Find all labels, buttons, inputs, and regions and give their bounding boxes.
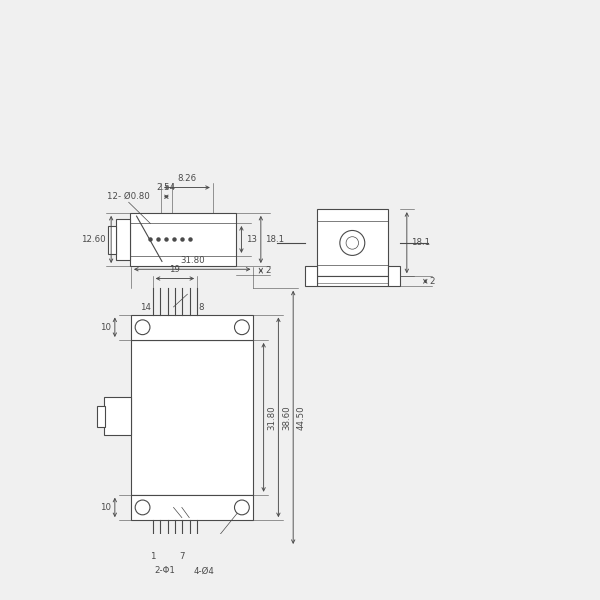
Text: 31.80: 31.80 — [268, 405, 277, 430]
Text: 4-Ø4: 4-Ø4 — [193, 566, 214, 575]
Circle shape — [135, 320, 150, 335]
Text: 12.60: 12.60 — [81, 235, 106, 244]
Text: 8: 8 — [199, 303, 204, 312]
Bar — [317, 276, 388, 286]
Text: 8.26: 8.26 — [178, 174, 196, 183]
Bar — [131, 495, 253, 520]
Text: 14: 14 — [140, 303, 151, 312]
Bar — [130, 213, 236, 266]
Text: 31.80: 31.80 — [180, 256, 205, 265]
Bar — [97, 406, 104, 427]
Text: 2: 2 — [429, 277, 434, 286]
Text: 2.54: 2.54 — [157, 183, 176, 192]
Bar — [104, 397, 131, 434]
Circle shape — [235, 320, 249, 335]
Text: 2: 2 — [265, 266, 271, 275]
Text: 19: 19 — [169, 265, 181, 274]
Text: 10: 10 — [100, 323, 111, 332]
Bar — [116, 220, 130, 260]
Bar — [131, 340, 253, 495]
Text: 10: 10 — [100, 503, 111, 512]
Text: 1: 1 — [150, 553, 155, 562]
Circle shape — [340, 230, 365, 256]
Bar — [388, 266, 400, 286]
Bar — [317, 209, 388, 276]
Text: 18.1: 18.1 — [265, 235, 284, 244]
Circle shape — [235, 500, 249, 515]
Circle shape — [135, 500, 150, 515]
Text: 7: 7 — [179, 553, 185, 562]
Circle shape — [346, 237, 359, 249]
Text: 12- Ø0.80: 12- Ø0.80 — [107, 192, 149, 201]
Text: 38.60: 38.60 — [282, 405, 291, 430]
Bar — [131, 314, 253, 340]
Bar — [305, 266, 317, 286]
Text: 2-Φ1: 2-Φ1 — [154, 566, 175, 575]
Text: 18.1: 18.1 — [412, 238, 431, 247]
Bar — [108, 226, 116, 254]
Text: 44.50: 44.50 — [297, 405, 306, 430]
Text: 13: 13 — [246, 235, 257, 244]
